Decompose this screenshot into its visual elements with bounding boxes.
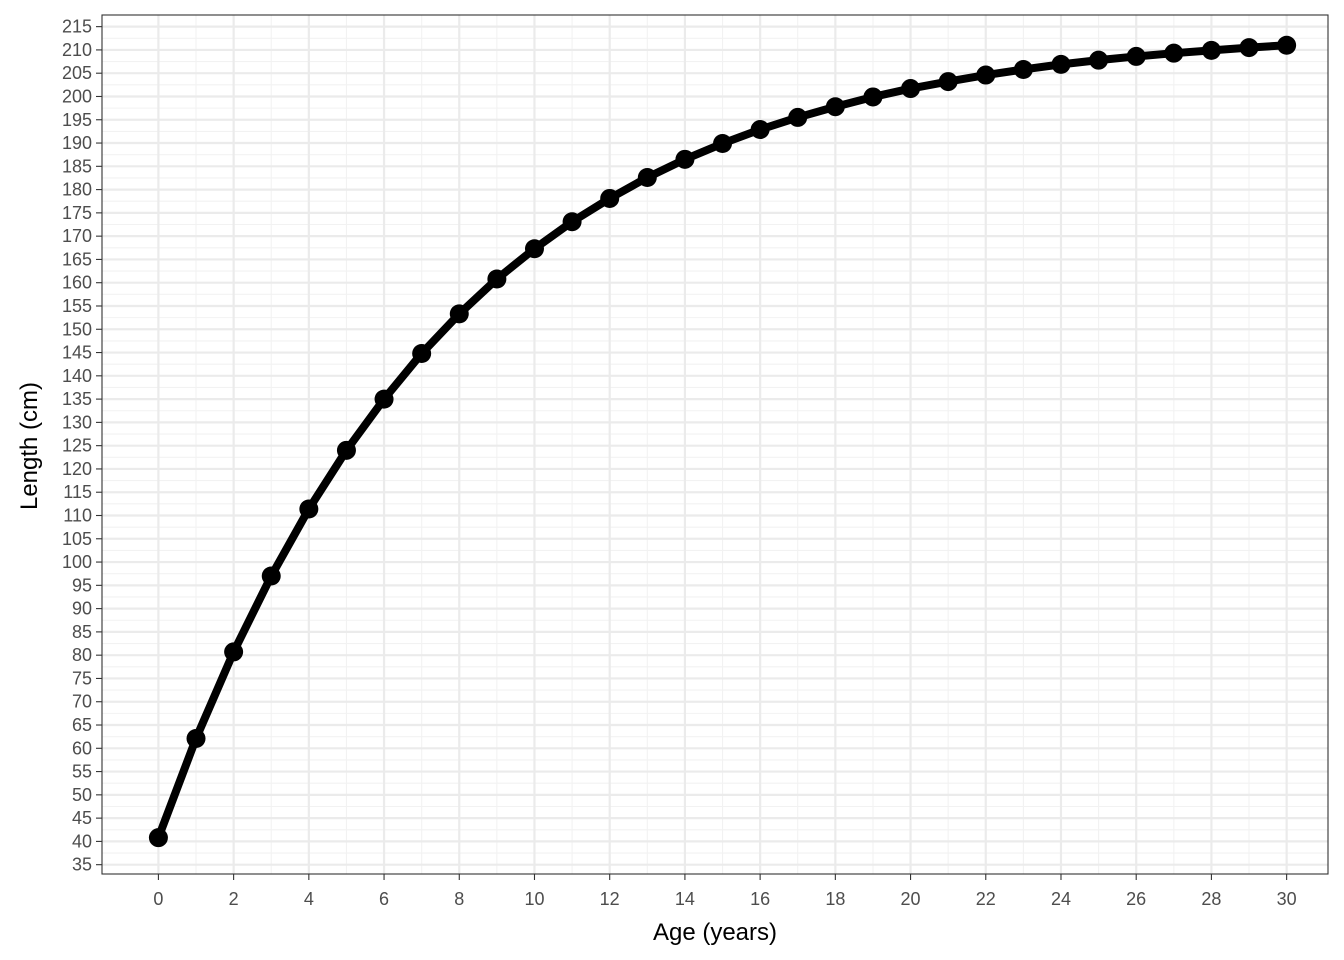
y-tick-label: 80 <box>72 645 92 665</box>
data-point <box>1051 54 1071 74</box>
y-tick-label: 210 <box>62 40 92 60</box>
data-point <box>487 269 507 289</box>
y-axis-title: Length (cm) <box>16 382 43 510</box>
data-point <box>1126 46 1146 66</box>
data-point <box>1013 59 1033 79</box>
data-point <box>562 212 582 232</box>
y-tick-label: 165 <box>62 249 92 269</box>
data-point <box>336 440 356 460</box>
y-tick-label: 170 <box>62 226 92 246</box>
x-tick-label: 30 <box>1277 889 1297 909</box>
x-tick-label: 8 <box>454 889 464 909</box>
data-point <box>600 188 620 208</box>
data-point <box>788 107 808 127</box>
y-tick-label: 200 <box>62 86 92 106</box>
y-tick-label: 150 <box>62 319 92 339</box>
data-point <box>449 304 469 324</box>
y-tick-label: 90 <box>72 599 92 619</box>
data-point <box>675 149 695 169</box>
y-tick-label: 215 <box>62 17 92 37</box>
y-tick-label: 185 <box>62 156 92 176</box>
y-tick-label: 70 <box>72 692 92 712</box>
x-tick-label: 22 <box>976 889 996 909</box>
x-tick-label: 24 <box>1051 889 1071 909</box>
data-point <box>938 72 958 92</box>
data-point <box>1277 35 1297 55</box>
data-point <box>374 389 394 409</box>
data-point <box>412 343 432 363</box>
x-tick-label: 16 <box>750 889 770 909</box>
x-tick-label: 28 <box>1201 889 1221 909</box>
y-tick-label: 130 <box>62 412 92 432</box>
data-point <box>976 65 996 85</box>
y-tick-label: 125 <box>62 436 92 456</box>
y-axis: 35 40 45 50 55 60 65 70 75 80 85 90 95 100 105 110 115 12… <box>62 17 102 875</box>
data-point <box>637 167 657 187</box>
y-tick-label: 175 <box>62 203 92 223</box>
data-point <box>1164 43 1184 63</box>
data-point <box>863 87 883 107</box>
y-tick-label: 100 <box>62 552 92 572</box>
y-tick-label: 35 <box>72 855 92 875</box>
data-point <box>148 828 168 848</box>
data-point <box>261 566 281 586</box>
y-tick-label: 140 <box>62 366 92 386</box>
y-tick-label: 195 <box>62 110 92 130</box>
x-tick-label: 2 <box>229 889 239 909</box>
data-point <box>186 729 206 749</box>
y-tick-label: 135 <box>62 389 92 409</box>
y-tick-label: 190 <box>62 133 92 153</box>
y-tick-label: 180 <box>62 180 92 200</box>
y-tick-label: 120 <box>62 459 92 479</box>
data-point <box>524 239 544 259</box>
y-tick-label: 110 <box>63 506 92 526</box>
grid-minor <box>102 15 1328 874</box>
y-tick-label: 65 <box>72 715 92 735</box>
x-tick-label: 4 <box>304 889 314 909</box>
x-tick-label: 18 <box>825 889 845 909</box>
data-point <box>825 97 845 117</box>
data-point <box>1239 38 1259 58</box>
y-tick-label: 75 <box>72 668 92 688</box>
y-tick-label: 160 <box>62 273 92 293</box>
data-point <box>750 120 770 140</box>
y-tick-label: 105 <box>62 529 92 549</box>
data-point <box>901 79 921 99</box>
y-tick-label: 60 <box>72 738 92 758</box>
data-point <box>224 642 244 662</box>
x-tick-label: 20 <box>901 889 921 909</box>
x-axis: 0 2 4 6 8 10 12 14 16 18 20 22 24 26 28 30 <box>153 874 1297 909</box>
y-tick-label: 50 <box>72 785 92 805</box>
y-tick-label: 205 <box>62 63 92 83</box>
data-point <box>1089 50 1109 70</box>
x-tick-label: 12 <box>600 889 620 909</box>
x-tick-label: 10 <box>524 889 544 909</box>
data-point <box>299 499 319 519</box>
data-point <box>1201 40 1221 60</box>
x-tick-label: 14 <box>675 889 695 909</box>
y-tick-label: 85 <box>72 622 92 642</box>
panel-border <box>101 14 1329 875</box>
y-tick-label: 40 <box>72 831 92 851</box>
x-tick-label: 0 <box>153 889 163 909</box>
y-tick-label: 155 <box>62 296 92 316</box>
y-tick-label: 55 <box>72 762 92 782</box>
grid-major <box>102 15 1328 874</box>
data-point <box>713 134 733 154</box>
x-tick-label: 26 <box>1126 889 1146 909</box>
series-layer <box>148 35 1297 848</box>
x-axis-title: Age (years) <box>653 919 777 946</box>
y-tick-label: 115 <box>63 482 92 502</box>
x-tick-label: 6 <box>379 889 389 909</box>
y-tick-label: 145 <box>62 343 92 363</box>
y-tick-label: 95 <box>72 575 92 595</box>
y-tick-label: 45 <box>72 808 92 828</box>
